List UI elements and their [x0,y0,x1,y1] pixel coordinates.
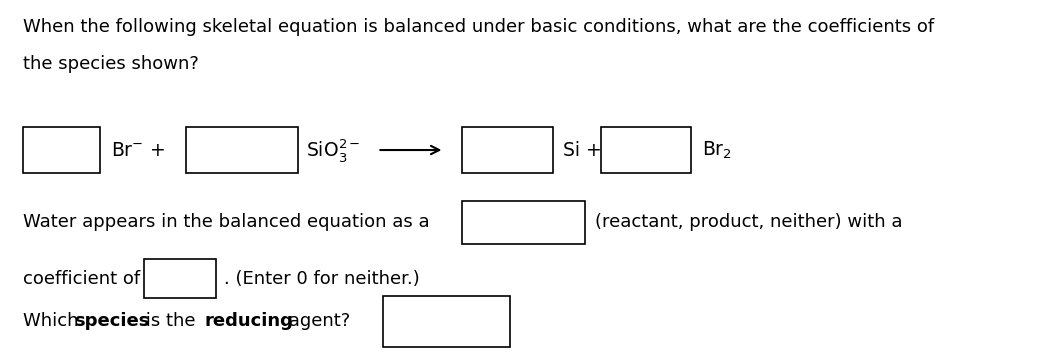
Text: (reactant, product, neither) with a: (reactant, product, neither) with a [595,214,902,231]
FancyBboxPatch shape [144,259,216,298]
FancyBboxPatch shape [462,127,553,173]
FancyBboxPatch shape [601,127,691,173]
Text: Br$_2$: Br$_2$ [702,139,731,161]
Text: coefficient of: coefficient of [23,270,140,288]
Text: . (Enter 0 for neither.): . (Enter 0 for neither.) [224,270,420,288]
Text: is the: is the [140,312,202,330]
Text: agent?: agent? [283,312,350,330]
Text: Which: Which [23,312,85,330]
FancyBboxPatch shape [383,296,510,347]
Text: the species shown?: the species shown? [23,55,199,73]
Text: When the following skeletal equation is balanced under basic conditions, what ar: When the following skeletal equation is … [23,18,934,36]
Text: reducing: reducing [204,312,293,330]
Text: SiO$_3^{2-}$: SiO$_3^{2-}$ [306,137,360,163]
FancyBboxPatch shape [23,127,100,173]
FancyBboxPatch shape [186,127,298,173]
Text: species: species [74,312,150,330]
Text: Br$^{-}$ +: Br$^{-}$ + [111,140,165,160]
Text: Si +: Si + [563,140,602,160]
FancyBboxPatch shape [462,201,585,244]
Text: Water appears in the balanced equation as a: Water appears in the balanced equation a… [23,214,431,231]
